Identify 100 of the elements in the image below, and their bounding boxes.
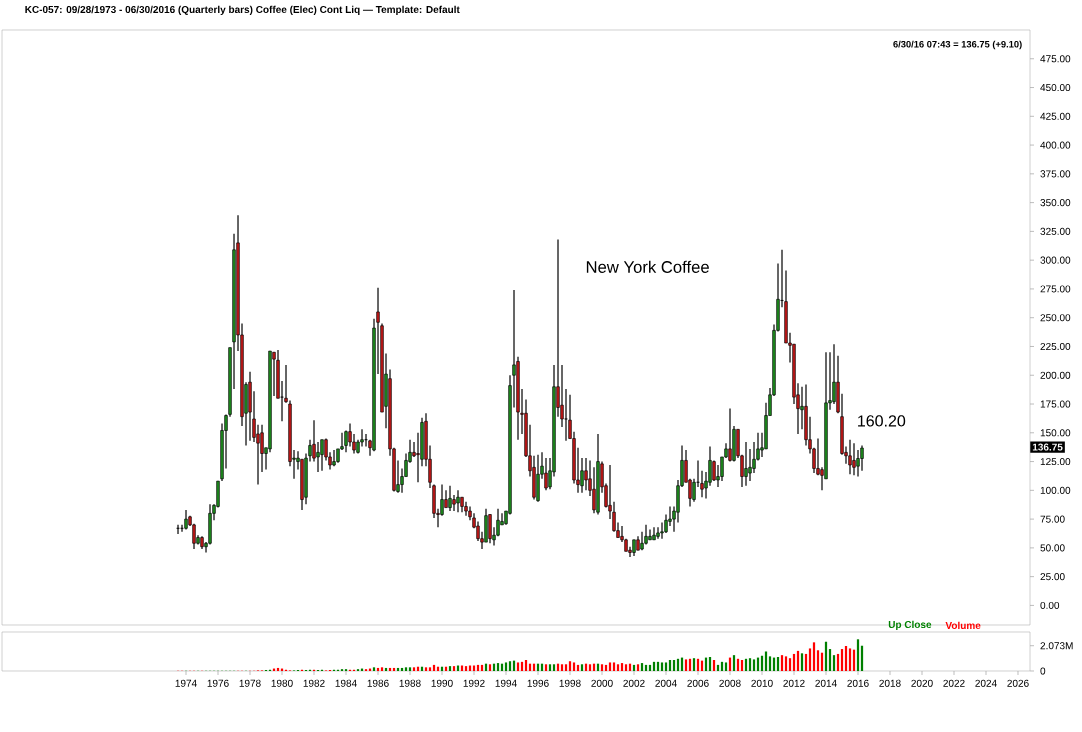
bar <box>800 653 804 671</box>
annotation: 160.20 <box>858 415 906 427</box>
bar <box>812 642 816 671</box>
y-tick-label: 375.00 <box>1040 170 1071 178</box>
x-tick-label: 1986 <box>367 679 389 687</box>
candlestick <box>848 439 852 475</box>
bar <box>568 661 572 671</box>
bar <box>788 658 792 671</box>
candlestick <box>564 388 568 442</box>
x-tick-label: 1980 <box>271 679 293 687</box>
bar <box>372 667 376 671</box>
annotation: New York Coffee <box>586 260 709 273</box>
y-tick-label: 475.00 <box>1040 55 1071 63</box>
bar <box>652 661 656 671</box>
bar <box>588 664 592 671</box>
bar <box>752 659 756 671</box>
x-tick-label: 1984 <box>335 679 357 687</box>
y-tick-label: 425.00 <box>1040 112 1071 120</box>
bar <box>816 650 820 671</box>
x-tick-label: 2026 <box>1007 679 1029 687</box>
bar <box>748 658 752 671</box>
bar <box>616 664 620 671</box>
bar <box>428 667 432 671</box>
bar <box>732 655 736 671</box>
bar <box>724 662 728 671</box>
candlestick <box>728 408 732 463</box>
x-tick-label: 2004 <box>655 679 677 687</box>
bar <box>848 648 852 671</box>
bar <box>572 662 576 671</box>
candlestick <box>648 528 652 541</box>
bar <box>408 667 412 671</box>
bar <box>488 664 492 671</box>
bar <box>784 656 788 671</box>
x-tick-label: 2000 <box>591 679 613 687</box>
bar <box>660 662 664 671</box>
x-tick-label: 2014 <box>815 679 837 687</box>
candlestick <box>320 439 324 472</box>
chart-title: KC-057: 09/28/1973 - 06/30/2016 (Quarterly bars) Coffee (Elec) Cont Liq — Template: Default <box>25 5 460 16</box>
candlestick <box>852 442 856 476</box>
text: 136.75 <box>1032 443 1063 451</box>
bar <box>768 656 772 671</box>
bar <box>404 667 408 671</box>
bar <box>520 661 524 671</box>
candlestick <box>744 441 748 487</box>
annotation: 6/30/16 07:43 = 136.75 (+9.10) <box>893 40 1022 50</box>
bar <box>580 664 584 671</box>
bar <box>828 649 832 671</box>
x-tick-label: 2010 <box>751 679 773 687</box>
bar <box>544 664 548 671</box>
text: Up Close <box>888 620 932 631</box>
y-tick-label: 150.00 <box>1040 429 1071 437</box>
bar <box>692 658 696 671</box>
x-tick-label: 1992 <box>463 679 485 687</box>
bar <box>840 649 844 671</box>
bar <box>764 651 768 671</box>
x-tick-label: 1976 <box>207 679 229 687</box>
x-tick-label: 2022 <box>943 679 965 687</box>
y-tick-label: 250.00 <box>1040 314 1071 322</box>
bar <box>780 655 784 671</box>
bar <box>720 661 724 671</box>
bar <box>708 656 712 671</box>
y-tick-label: 225.00 <box>1040 342 1071 351</box>
y-tick-label: 400.00 <box>1040 141 1071 149</box>
y-tick-label: 0.00 <box>1040 601 1060 609</box>
bar <box>636 664 640 671</box>
bar <box>464 666 468 671</box>
y-tick-label: 325.00 <box>1040 227 1071 235</box>
bar <box>684 659 688 671</box>
x-tick-label: 2016 <box>847 679 869 687</box>
candlestick <box>656 526 660 540</box>
y-tick-label: 0 <box>1040 667 1046 675</box>
x-tick-label: 2006 <box>687 679 709 687</box>
bar <box>600 664 604 671</box>
y-tick-label: 25.00 <box>1040 573 1065 581</box>
x-tick-label: 1994 <box>495 679 517 687</box>
x-tick-label: 2024 <box>975 679 997 687</box>
bar <box>624 664 628 671</box>
y-tick-label: 50.00 <box>1040 544 1065 552</box>
candlestick <box>316 441 320 473</box>
bar <box>412 667 416 671</box>
x-tick-label: 2002 <box>623 679 645 687</box>
y-tick-label: 2.073M <box>1040 642 1073 650</box>
y-tick-label: 75.00 <box>1040 515 1065 523</box>
bar <box>664 662 668 671</box>
bar <box>608 662 612 671</box>
candlestick <box>452 494 456 512</box>
x-tick-label: 2020 <box>911 679 933 687</box>
x-tick-label: 1998 <box>559 679 581 687</box>
y-tick-label: 300.00 <box>1040 256 1071 264</box>
x-tick-label: 2008 <box>719 679 741 687</box>
bar <box>560 664 564 671</box>
y-tick-label: 275.00 <box>1040 285 1071 293</box>
bar <box>776 656 780 671</box>
text: Volume <box>945 621 981 630</box>
bar <box>424 667 428 671</box>
y-tick-label: 125.00 <box>1040 458 1071 466</box>
x-tick-label: 2012 <box>783 679 805 687</box>
bar <box>452 666 456 671</box>
bar <box>448 666 452 671</box>
bar <box>552 664 556 671</box>
